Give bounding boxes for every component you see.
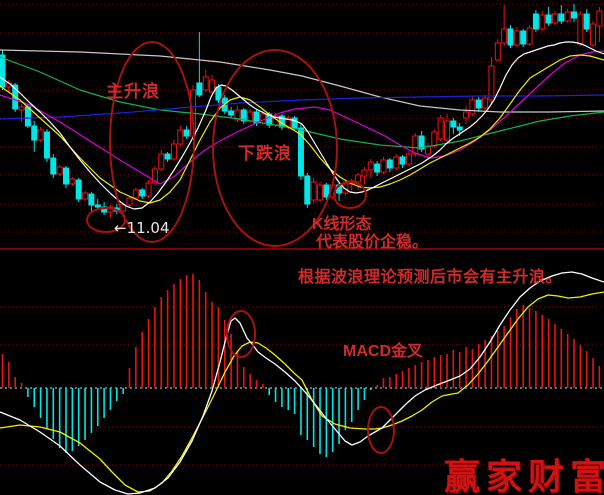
ellipse-kline-stabilize [333,181,367,209]
label-kline-pattern-line1: K线形态 [312,216,372,233]
ellipse-macd-dead-cross [226,310,256,358]
label-main-rising-wave: 主升浪 [106,82,160,101]
label-kline-pattern-line2: 代表股价企稳。 [316,234,429,251]
ellipse-bottom-low [86,207,126,233]
label-price-low-11-04: ←11.04 [114,219,170,237]
label-falling-wave: 下跌浪 [238,144,292,163]
ellipse-falling-wave [212,49,338,247]
label-wave-theory-note: 根据波浪理论预测后市会有主升浪。 [298,269,563,286]
site-watermark: 赢家财富网 [444,457,604,495]
label-macd-golden-cross: MACD金叉 [343,343,423,360]
ellipse-macd-golden-cross [367,406,395,454]
ellipse-main-rising-wave [109,41,195,243]
